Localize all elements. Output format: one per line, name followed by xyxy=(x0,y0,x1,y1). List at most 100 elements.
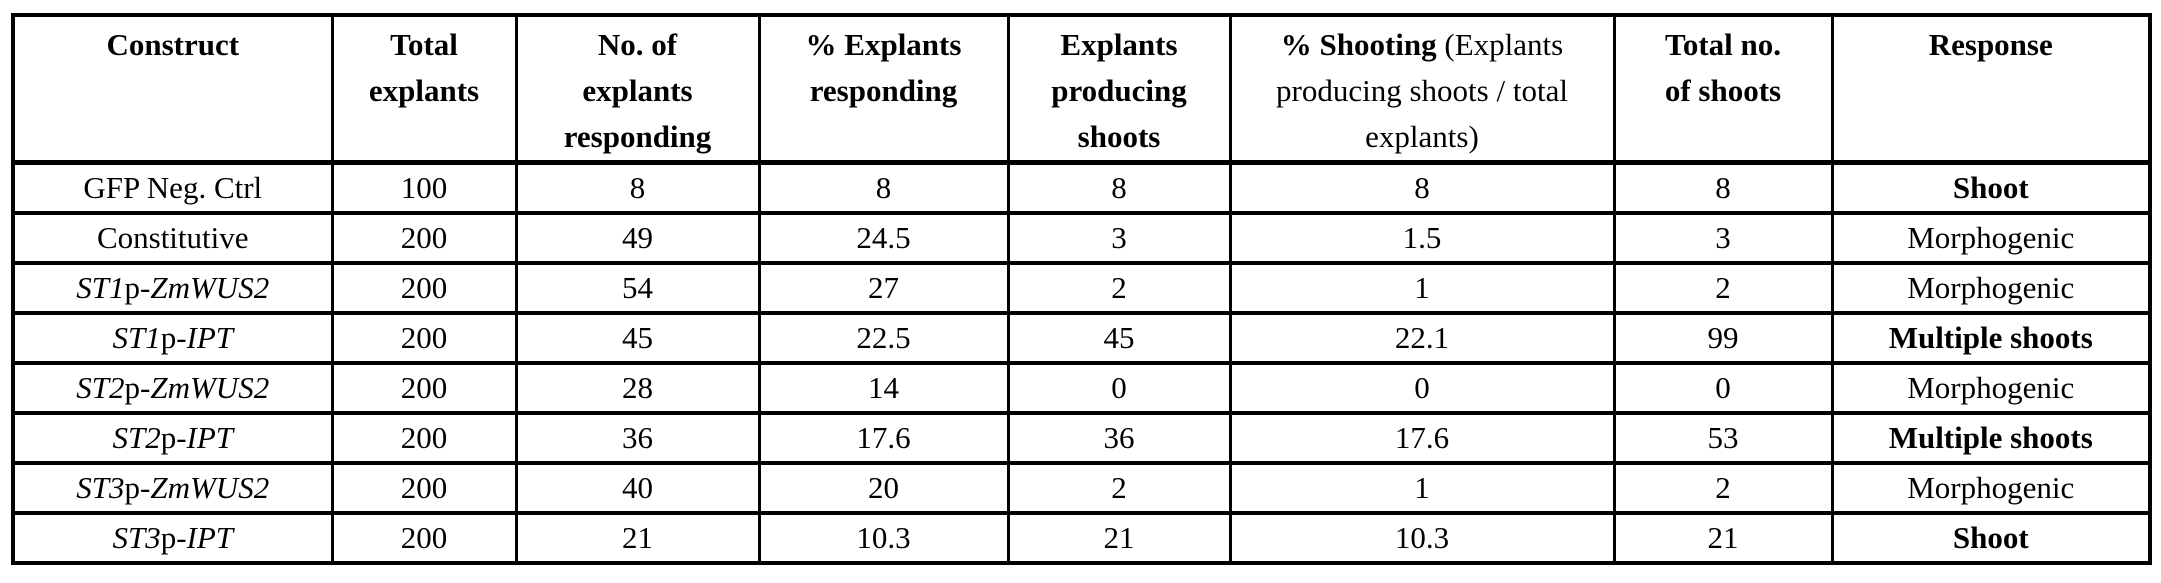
cell-pct-responding: 27 xyxy=(757,261,1010,315)
cell-explants-responding: 28 xyxy=(514,361,761,415)
table-row: ST1p-IPT 200 45 22.5 45 22.1 99 Multiple shoots xyxy=(11,311,2152,365)
construct-segment-italic: ST2 xyxy=(112,420,161,455)
cell-pct-shooting: 8 xyxy=(1228,160,1616,215)
cell-explants-responding: 45 xyxy=(514,311,761,365)
col-header-pct-shooting-bold-label: % Shooting xyxy=(1280,27,1437,62)
cell-total-explants: 200 xyxy=(330,261,518,315)
col-header-explants-responding-label: No. of explants responding xyxy=(563,27,712,154)
cell-total-explants: 200 xyxy=(330,361,518,415)
cell-construct: ST1p-ZmWUS2 xyxy=(11,261,334,315)
col-header-pct-responding-label: % Explants responding xyxy=(805,27,962,108)
construct-segment: GFP Neg. Ctrl xyxy=(83,170,263,205)
col-header-total-explants: Total explants xyxy=(330,13,518,165)
cell-construct: ST2p-ZmWUS2 xyxy=(11,361,334,415)
cell-total-shoots: 53 xyxy=(1612,411,1834,465)
table-row: GFP Neg. Ctrl 100 8 8 8 8 8 Shoot xyxy=(11,160,2152,215)
construct-segment-italic: IPT xyxy=(186,320,234,355)
cell-total-explants: 200 xyxy=(330,311,518,365)
table-row: ST3p-IPT 200 21 10.3 21 10.3 21 Shoot xyxy=(11,511,2152,565)
cell-response: Shoot xyxy=(1830,511,2152,565)
cell-pct-shooting: 1 xyxy=(1228,261,1616,315)
col-header-explants-responding: No. of explants responding xyxy=(514,13,761,165)
table-row: ST3p-ZmWUS2 200 40 20 2 1 2 Morphogenic xyxy=(11,461,2152,515)
cell-explants-producing-shoots: 2 xyxy=(1006,461,1232,515)
col-header-pct-shooting: % Shooting (Explants producing shoots / … xyxy=(1228,13,1616,165)
cell-pct-responding: 24.5 xyxy=(757,211,1010,265)
cell-pct-shooting: 1 xyxy=(1228,461,1616,515)
cell-pct-responding: 20 xyxy=(757,461,1010,515)
cell-explants-producing-shoots: 2 xyxy=(1006,261,1232,315)
cell-response: Multiple shoots xyxy=(1830,411,2152,465)
cell-total-explants: 200 xyxy=(330,511,518,565)
table-row: ST2p-ZmWUS2 200 28 14 0 0 0 Morphogenic xyxy=(11,361,2152,415)
construct-segment: Constitutive xyxy=(96,220,249,255)
table-header: Construct Total explants No. of explants r… xyxy=(11,13,2152,165)
construct-segment-italic: ZmWUS2 xyxy=(150,470,270,505)
cell-explants-responding: 49 xyxy=(514,211,761,265)
table-row: Constitutive 200 49 24.5 3 1.5 3 Morphogenic xyxy=(11,211,2152,265)
cell-pct-responding: 14 xyxy=(757,361,1010,415)
construct-segment-italic: ST1 xyxy=(112,320,161,355)
construct-segment-italic: ST3 xyxy=(112,520,161,555)
construct-segment-italic: ZmWUS2 xyxy=(150,370,270,405)
col-header-explants-producing-shoots-label: Explants producing shoots xyxy=(1051,27,1187,154)
construct-segment-italic: ST3 xyxy=(76,470,125,505)
col-header-construct-label: Construct xyxy=(106,27,240,62)
cell-pct-shooting: 1.5 xyxy=(1228,211,1616,265)
cell-pct-shooting: 0 xyxy=(1228,361,1616,415)
document-page: Construct Total explants No. of explants r… xyxy=(0,13,2161,583)
cell-explants-producing-shoots: 45 xyxy=(1006,311,1232,365)
cell-total-shoots: 2 xyxy=(1612,461,1834,515)
cell-explants-responding: 36 xyxy=(514,411,761,465)
cell-explants-responding: 21 xyxy=(514,511,761,565)
cell-total-shoots: 2 xyxy=(1612,261,1834,315)
cell-total-explants: 200 xyxy=(330,461,518,515)
table-row: ST1p-ZmWUS2 200 54 27 2 1 2 Morphogenic xyxy=(11,261,2152,315)
cell-construct: GFP Neg. Ctrl xyxy=(11,160,334,215)
cell-explants-producing-shoots: 36 xyxy=(1006,411,1232,465)
col-header-response: Response xyxy=(1830,13,2152,165)
cell-explants-responding: 40 xyxy=(514,461,761,515)
cell-explants-responding: 54 xyxy=(514,261,761,315)
cell-pct-responding: 10.3 xyxy=(757,511,1010,565)
cell-construct: ST1p-IPT xyxy=(11,311,334,365)
cell-construct: Constitutive xyxy=(11,211,334,265)
cell-total-shoots: 3 xyxy=(1612,211,1834,265)
cell-construct: ST3p-IPT xyxy=(11,511,334,565)
cell-explants-producing-shoots: 8 xyxy=(1006,160,1232,215)
cell-construct: ST3p-ZmWUS2 xyxy=(11,461,334,515)
cell-total-explants: 100 xyxy=(330,160,518,215)
construct-segment: p- xyxy=(124,370,151,405)
cell-response: Multiple shoots xyxy=(1830,311,2152,365)
cell-total-explants: 200 xyxy=(330,211,518,265)
col-header-total-explants-label: Total explants xyxy=(368,27,480,108)
cell-response: Morphogenic xyxy=(1830,211,2152,265)
cell-response: Shoot xyxy=(1830,160,2152,215)
cell-explants-responding: 8 xyxy=(514,160,761,215)
col-header-total-shoots-label: Total no. of shoots xyxy=(1664,27,1782,108)
cell-construct: ST2p-IPT xyxy=(11,411,334,465)
cell-explants-producing-shoots: 0 xyxy=(1006,361,1232,415)
cell-pct-responding: 8 xyxy=(757,160,1010,215)
col-header-pct-responding: % Explants responding xyxy=(757,13,1010,165)
cell-pct-shooting: 22.1 xyxy=(1228,311,1616,365)
construct-segment: p- xyxy=(160,420,187,455)
col-header-total-shoots: Total no. of shoots xyxy=(1612,13,1834,165)
cell-explants-producing-shoots: 3 xyxy=(1006,211,1232,265)
construct-segment: p- xyxy=(124,470,151,505)
cell-total-shoots: 0 xyxy=(1612,361,1834,415)
cell-pct-shooting: 10.3 xyxy=(1228,511,1616,565)
cell-total-shoots: 21 xyxy=(1612,511,1834,565)
col-header-explants-producing-shoots: Explants producing shoots xyxy=(1006,13,1232,165)
construct-segment: p- xyxy=(124,270,151,305)
construct-segment-italic: IPT xyxy=(186,420,234,455)
construct-segment-italic: ZmWUS2 xyxy=(150,270,270,305)
cell-pct-shooting: 17.6 xyxy=(1228,411,1616,465)
cell-response: Morphogenic xyxy=(1830,261,2152,315)
table-row: ST2p-IPT 200 36 17.6 36 17.6 53 Multiple shoots xyxy=(11,411,2152,465)
cell-total-shoots: 8 xyxy=(1612,160,1834,215)
cell-total-explants: 200 xyxy=(330,411,518,465)
construct-segment: p- xyxy=(160,520,187,555)
cell-pct-responding: 22.5 xyxy=(757,311,1010,365)
cell-pct-responding: 17.6 xyxy=(757,411,1010,465)
